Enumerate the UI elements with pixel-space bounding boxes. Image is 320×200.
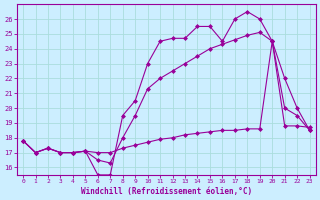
X-axis label: Windchill (Refroidissement éolien,°C): Windchill (Refroidissement éolien,°C) — [81, 187, 252, 196]
